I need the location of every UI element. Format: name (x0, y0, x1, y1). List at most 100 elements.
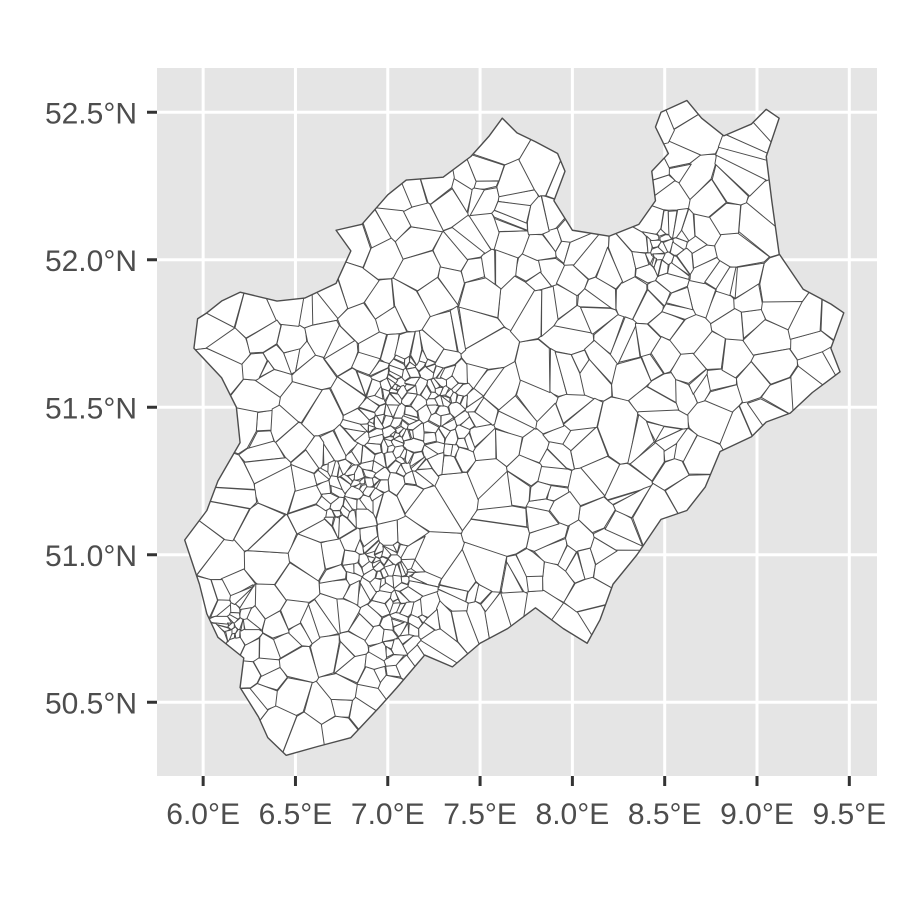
municipality-304 (760, 301, 804, 331)
municipality-355 (535, 402, 565, 435)
municipality-596 (315, 495, 332, 512)
municipality-354 (493, 201, 532, 224)
municipality-623 (672, 208, 689, 239)
municipality-136 (688, 368, 708, 395)
municipality-597 (328, 475, 343, 491)
municipality-492 (392, 432, 401, 440)
municipality-366 (465, 581, 480, 604)
municipality-589 (313, 469, 330, 485)
municipality-343 (337, 302, 380, 345)
municipality-363 (576, 288, 612, 309)
municipality-553 (406, 568, 417, 573)
municipality-322 (506, 454, 543, 487)
municipality-599 (362, 486, 376, 498)
municipality-280 (554, 351, 586, 396)
municipality-616 (649, 239, 662, 249)
municipality-539 (342, 580, 360, 606)
municipality-352 (611, 357, 652, 402)
municipality-545 (389, 589, 399, 602)
municipality-639 (240, 618, 245, 632)
municipality-158 (673, 428, 698, 462)
municipality-484 (410, 394, 428, 412)
municipality-495 (374, 385, 384, 400)
municipality-594 (371, 460, 385, 474)
y-tick-label-2: 51.5°N (45, 392, 137, 425)
municipality-641 (234, 628, 242, 639)
municipality-493 (440, 413, 454, 427)
municipality-664 (423, 608, 441, 631)
municipality-471 (391, 383, 399, 391)
x-tick-label-1: 6.5°E (259, 798, 333, 831)
y-tick-label-4: 50.5°N (45, 687, 137, 720)
municipality-496 (426, 378, 436, 393)
municipality-216 (670, 352, 707, 384)
municipality-324 (461, 541, 508, 593)
municipality-373 (595, 246, 623, 290)
municipality-656 (381, 628, 399, 644)
municipality-643 (229, 602, 241, 614)
municipality-590 (359, 476, 366, 485)
x-tick-label-3: 7.5°E (443, 798, 517, 831)
municipality-332 (750, 348, 798, 385)
municipality-595 (339, 505, 351, 519)
municipality-342 (733, 283, 763, 313)
municipality-489 (384, 451, 397, 469)
municipality-474 (418, 329, 445, 363)
municipality-572 (353, 465, 365, 482)
municipality-581 (332, 516, 340, 540)
municipality-359 (612, 485, 652, 519)
municipality-262 (241, 352, 268, 381)
municipality-665 (389, 602, 401, 616)
municipality-526 (372, 561, 385, 572)
municipality-491 (410, 330, 423, 366)
municipality-217 (667, 163, 692, 184)
municipality-345 (299, 604, 321, 645)
municipality-560 (371, 476, 381, 488)
municipality-577 (351, 442, 364, 465)
municipality-606 (676, 247, 694, 276)
municipality-598 (304, 435, 325, 469)
municipality-669 (399, 601, 415, 618)
municipality-592 (323, 516, 335, 527)
municipality-314 (451, 215, 492, 255)
x-tick-label-5: 8.5°E (628, 798, 702, 831)
y-tick-label-0: 52.5°N (45, 97, 137, 130)
municipality-412 (445, 375, 459, 390)
x-tick-label-0: 6.0°E (166, 798, 240, 831)
municipality-212 (457, 277, 502, 319)
x-tick-label-6: 9.0°E (720, 798, 794, 831)
municipality-470 (404, 449, 414, 464)
municipality-609 (631, 251, 650, 270)
municipality-554 (358, 552, 370, 568)
municipality-410 (439, 364, 457, 382)
municipality-477 (412, 422, 425, 442)
municipality-321 (278, 381, 323, 424)
y-tick-label-3: 51.0°N (45, 540, 137, 573)
municipality-498 (467, 411, 493, 428)
municipality-323 (460, 518, 530, 558)
x-tick-label-7: 9.5°E (812, 798, 886, 831)
municipality-666 (391, 618, 405, 628)
municipality-353 (546, 441, 575, 471)
municipality-320 (278, 645, 320, 684)
municipality-276 (258, 360, 275, 378)
municipality-551 (408, 575, 427, 585)
municipality-622 (651, 257, 657, 268)
municipality-584 (319, 430, 347, 462)
municipality-618 (659, 234, 674, 242)
municipality-440 (342, 407, 371, 425)
municipality-591 (331, 510, 342, 518)
municipality-548 (396, 544, 409, 559)
municipality-549 (381, 545, 392, 559)
municipality-347 (542, 424, 572, 446)
municipality-530 (319, 563, 347, 584)
municipality-472 (373, 414, 385, 430)
municipality-402 (441, 455, 463, 476)
municipality-364 (525, 575, 544, 593)
municipality-307 (245, 319, 282, 354)
municipality-482 (385, 393, 401, 406)
municipality-481 (432, 365, 444, 379)
municipality-468 (389, 392, 403, 406)
municipality-642 (228, 612, 241, 620)
municipality-460 (386, 373, 399, 384)
